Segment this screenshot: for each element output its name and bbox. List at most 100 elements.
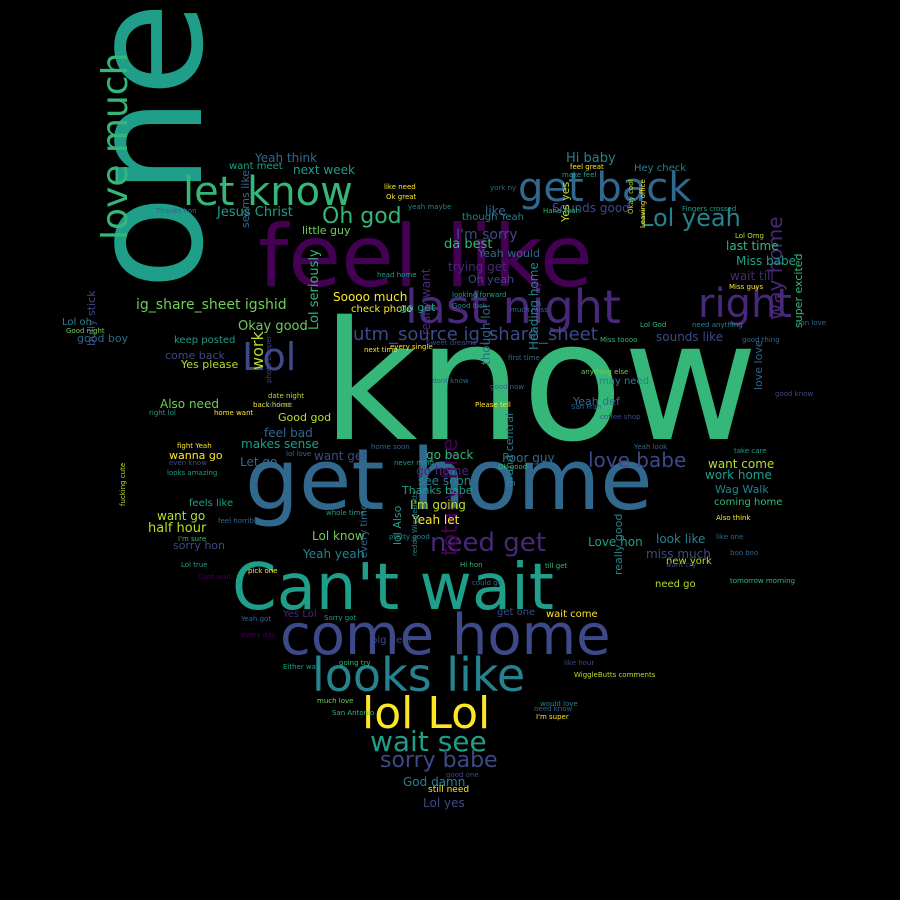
cloud-word: lol Lol xyxy=(362,688,491,739)
cloud-word: love much xyxy=(95,52,136,240)
cloud-word: every day xyxy=(241,631,276,639)
cloud-word: see soon xyxy=(418,474,472,488)
cloud-word: San Antonio xyxy=(332,709,375,717)
cloud-word: Hey check xyxy=(634,163,687,174)
cloud-word: seems like xyxy=(239,169,252,228)
cloud-word: grand central xyxy=(503,412,516,487)
cloud-word: back home xyxy=(253,401,292,409)
cloud-word: God damn xyxy=(403,775,466,789)
cloud-word: Oh god xyxy=(322,204,402,229)
cloud-word: yeah maybe xyxy=(408,203,452,211)
cloud-word: little guy xyxy=(302,224,351,237)
cloud-word: next time xyxy=(364,346,398,354)
cloud-word: need anything xyxy=(692,321,743,329)
cloud-word: go home xyxy=(416,464,469,478)
cloud-word: still need xyxy=(428,785,470,795)
cloud-word: feels like xyxy=(189,498,234,509)
cloud-word: Yeah think xyxy=(255,151,318,165)
cloud-word: Let go xyxy=(240,455,278,469)
cloud-word: I'm super xyxy=(536,713,569,721)
cloud-word: hon love xyxy=(796,319,827,327)
cloud-word: home want xyxy=(214,409,254,417)
cloud-word: looks amazing xyxy=(167,469,218,477)
cloud-word: last time xyxy=(726,239,779,253)
cloud-word: Jesus Christ xyxy=(217,205,293,220)
cloud-word: want come xyxy=(708,457,775,471)
cloud-word: come home xyxy=(280,603,611,668)
cloud-word: sounds like xyxy=(656,330,724,344)
cloud-word: Yes yes xyxy=(559,181,572,222)
cloud-word: Can't wait xyxy=(232,551,554,625)
cloud-word: like need xyxy=(384,183,416,191)
cloud-word: Yeah look xyxy=(634,443,668,451)
cloud-word: Miss babe xyxy=(736,254,796,268)
cloud-word: I'm sorry xyxy=(456,227,518,243)
cloud-word: Wag Walk xyxy=(715,483,769,496)
cloud-word: wanna go xyxy=(169,449,223,462)
cloud-word: want cry xyxy=(666,561,697,569)
cloud-word: every single xyxy=(390,343,433,351)
cloud-word: Thanks babe xyxy=(402,484,473,497)
cloud-word: date night xyxy=(268,392,305,400)
cloud-word: want get xyxy=(314,449,367,463)
cloud-word: reddit WiggleButts xyxy=(411,490,419,556)
cloud-word: Sounds good xyxy=(552,201,630,215)
cloud-word: Yes Lol xyxy=(283,609,317,620)
cloud-word: Lol yes xyxy=(423,796,465,810)
cloud-word: Yeah got xyxy=(241,615,272,623)
cloud-word: Thanks hon xyxy=(156,207,197,215)
cloud-word: Yeah would xyxy=(478,247,540,260)
cloud-word: Lol true xyxy=(181,561,208,569)
cloud-word: could go xyxy=(472,579,502,587)
cloud-word: get back xyxy=(518,165,692,211)
cloud-word: home soon xyxy=(371,443,410,451)
cloud-word: Poor guy xyxy=(502,451,555,465)
cloud-word: makes sense xyxy=(241,437,319,451)
cloud-word: coffee shop xyxy=(600,413,641,421)
cloud-word: Lol know xyxy=(312,529,365,543)
cloud-word: good thing xyxy=(742,336,780,344)
cloud-word: I'm sure xyxy=(178,535,207,543)
cloud-word: photo Cooper xyxy=(265,335,273,384)
cloud-word: york ny xyxy=(490,184,517,192)
cloud-word: good now xyxy=(490,383,525,391)
cloud-word: like one xyxy=(716,533,744,541)
cloud-word: Lol oh xyxy=(62,317,92,328)
cloud-word: come back xyxy=(165,349,225,362)
cloud-word: like hour xyxy=(564,659,595,667)
cloud-word: San Fran xyxy=(571,403,602,411)
cloud-word: though Yeah xyxy=(462,212,524,223)
cloud-word: Good luck xyxy=(452,302,487,310)
cloud-word: may need xyxy=(599,376,649,387)
cloud-word: coming home xyxy=(714,497,783,508)
cloud-word: pretty good xyxy=(389,533,430,541)
cloud-word: big deal xyxy=(371,635,412,646)
cloud-word: Hi baby xyxy=(566,151,616,166)
cloud-word: take care xyxy=(734,447,767,455)
cloud-word: Miss guys xyxy=(729,283,764,291)
cloud-word: last night xyxy=(405,280,621,334)
cloud-word: love love xyxy=(752,340,765,390)
cloud-word: Please tell xyxy=(475,401,511,409)
cloud-word: work xyxy=(248,331,267,370)
cloud-word: keep posted xyxy=(174,335,236,346)
cloud-word: right lol xyxy=(149,409,176,417)
cloud-word: tomorrow morning xyxy=(730,577,795,585)
cloud-word: first time xyxy=(508,354,540,362)
cloud-word: though lol xyxy=(479,304,493,365)
cloud-word: feel like xyxy=(258,207,593,307)
cloud-word: much love xyxy=(317,697,354,705)
cloud-word: good know xyxy=(775,390,814,398)
cloud-word: wait till xyxy=(730,269,774,283)
cloud-word: fucking cute xyxy=(119,462,127,506)
cloud-word: half hour xyxy=(148,521,207,536)
cloud-word: good boy xyxy=(77,332,129,345)
cloud-word: check photo xyxy=(351,304,413,315)
cloud-word: ig_share_sheet igshid xyxy=(136,297,287,313)
cloud-word: Fingers crossed xyxy=(682,205,737,213)
cloud-word: look like xyxy=(656,532,706,546)
cloud-word: Lol yeah xyxy=(640,204,741,232)
cloud-word: go get xyxy=(400,301,436,314)
cloud-word: Oh yeah xyxy=(468,273,515,286)
cloud-word: much miss xyxy=(510,306,548,314)
